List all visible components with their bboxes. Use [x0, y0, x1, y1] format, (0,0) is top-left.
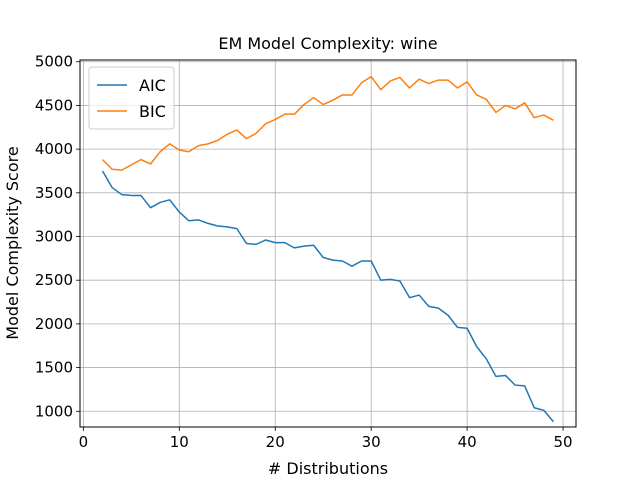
- series-lines: [101, 75, 555, 423]
- y-axis-label: Model Complexity Score: [3, 146, 22, 339]
- x-tick-label: 20: [266, 433, 285, 451]
- y-tick-label: 1000: [35, 402, 73, 420]
- y-tick-label: 2000: [35, 315, 73, 333]
- plot-frame: [79, 59, 577, 428]
- x-tick-label: 30: [362, 433, 381, 451]
- series-line-bic: [102, 75, 554, 171]
- y-tick-label: 3500: [35, 184, 73, 202]
- x-tick-label: 40: [458, 433, 477, 451]
- y-tick-label: 4000: [35, 140, 73, 158]
- legend-box: [88, 66, 175, 130]
- grid: [80, 60, 576, 427]
- legend-label-aic: AIC: [139, 76, 166, 95]
- axis-ticks: 0 10 20 30 40 50 1000 1500 2000 2500 3000 3500 4000 4…: [35, 53, 573, 451]
- legend-label-bic: BIC: [139, 102, 166, 121]
- y-tick-label: 1500: [35, 359, 73, 377]
- x-axis-label: # Distributions: [268, 459, 388, 478]
- legend: AIC BIC: [88, 66, 175, 130]
- y-tick-label: 3000: [35, 228, 73, 246]
- x-tick-label: 0: [79, 433, 89, 451]
- y-tick-label: 5000: [35, 53, 73, 71]
- x-tick-label: 10: [170, 433, 189, 451]
- y-tick-label: 4500: [35, 96, 73, 114]
- x-tick-label: 50: [554, 433, 573, 451]
- series-line-aic: [101, 170, 555, 423]
- chart-title: EM Model Complexity: wine: [218, 34, 437, 53]
- y-tick-label: 2500: [35, 271, 73, 289]
